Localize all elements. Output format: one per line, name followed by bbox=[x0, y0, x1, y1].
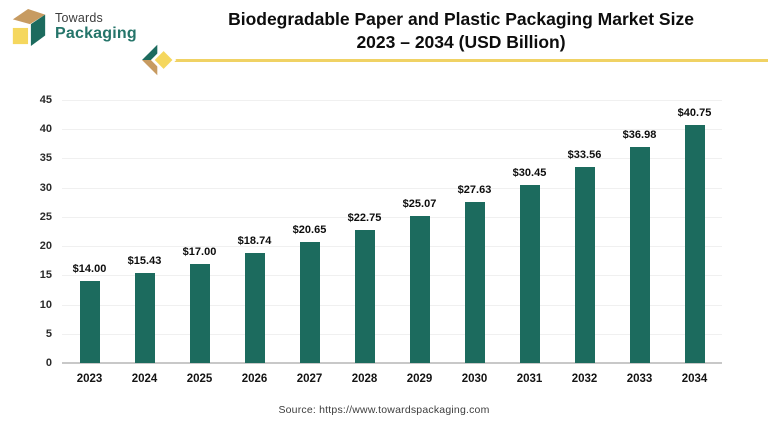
bar-2026 bbox=[244, 253, 265, 363]
bar-value-label: $27.63 bbox=[457, 183, 492, 196]
chart-title-line2: 2023 – 2034 (USD Billion) bbox=[356, 32, 566, 52]
y-axis-tick-label: 20 bbox=[39, 240, 52, 253]
logo-cube-icon bbox=[12, 8, 46, 46]
bar-2024 bbox=[134, 272, 155, 363]
x-axis-category-label: 2032 bbox=[571, 373, 598, 385]
bar-2028 bbox=[354, 230, 375, 363]
gridline bbox=[62, 129, 722, 131]
x-axis-category-label: 2028 bbox=[351, 373, 378, 385]
y-axis-tick-label: 30 bbox=[39, 181, 52, 194]
y-axis-tick-label: 25 bbox=[39, 210, 52, 223]
y-axis-tick-label: 5 bbox=[45, 327, 52, 340]
bar-value-label: $20.65 bbox=[292, 224, 327, 237]
gridline bbox=[62, 216, 722, 218]
title-divider-line bbox=[167, 59, 768, 62]
gridline bbox=[62, 100, 722, 101]
y-axis-tick-label: 0 bbox=[45, 357, 52, 369]
x-axis-category-label: 2034 bbox=[681, 373, 708, 385]
chart-title: Biodegradable Paper and Plastic Packagin… bbox=[158, 8, 764, 54]
bar-2027 bbox=[299, 242, 320, 363]
x-axis-category-label: 2031 bbox=[516, 373, 543, 385]
x-axis-category-label: 2026 bbox=[241, 373, 268, 385]
gridline bbox=[62, 333, 722, 335]
gridline bbox=[62, 158, 722, 160]
brand-logo: Towards Packaging bbox=[10, 6, 137, 48]
bar-value-label: $14.00 bbox=[72, 263, 107, 276]
x-axis-category-label: 2033 bbox=[626, 373, 653, 385]
x-axis-category-label: 2027 bbox=[296, 373, 323, 385]
x-axis-line bbox=[62, 362, 722, 364]
brand-name-line2: Packaging bbox=[55, 24, 137, 42]
x-axis-category-label: 2024 bbox=[131, 373, 158, 385]
bar-2029 bbox=[409, 216, 430, 363]
bar-2023 bbox=[79, 281, 100, 363]
y-axis-tick-label: 45 bbox=[39, 94, 52, 106]
bar-value-label: $15.43 bbox=[127, 254, 162, 267]
bar-value-label: $18.74 bbox=[237, 235, 272, 248]
bar-value-label: $25.07 bbox=[402, 198, 437, 211]
bar-2034 bbox=[684, 124, 705, 363]
y-axis-tick-label: 15 bbox=[39, 269, 52, 282]
gridline bbox=[62, 246, 722, 248]
bar-value-label: $30.45 bbox=[512, 167, 547, 180]
bar-2032 bbox=[574, 166, 595, 363]
y-axis-tick-label: 40 bbox=[39, 123, 52, 136]
gridline bbox=[62, 187, 722, 189]
bar-value-label: $33.56 bbox=[567, 148, 602, 161]
x-axis-category-label: 2023 bbox=[76, 373, 103, 385]
gridline bbox=[62, 275, 722, 277]
brand-name-line1: Towards bbox=[55, 10, 103, 25]
x-axis-category-label: 2025 bbox=[186, 373, 213, 385]
bar-2031 bbox=[519, 185, 540, 363]
bar-2025 bbox=[189, 263, 210, 363]
y-axis-tick-label: 35 bbox=[39, 152, 52, 165]
bar-2030 bbox=[464, 201, 485, 363]
bar-2033 bbox=[629, 146, 650, 363]
gridline bbox=[62, 304, 722, 306]
diamond-icon bbox=[142, 44, 177, 76]
bar-value-label: $17.00 bbox=[182, 245, 217, 258]
chart-title-line1: Biodegradable Paper and Plastic Packagin… bbox=[228, 9, 694, 29]
y-axis-tick-label: 10 bbox=[39, 298, 52, 311]
x-axis-category-label: 2029 bbox=[406, 373, 433, 385]
bar-value-label: $40.75 bbox=[677, 106, 712, 119]
bar-value-label: $22.75 bbox=[347, 212, 382, 225]
brand-name: Towards Packaging bbox=[55, 11, 137, 44]
source-text: Source: https://www.towardspackaging.com bbox=[278, 404, 490, 416]
bar-value-label: $36.98 bbox=[622, 128, 657, 141]
x-axis-category-label: 2030 bbox=[461, 373, 488, 385]
